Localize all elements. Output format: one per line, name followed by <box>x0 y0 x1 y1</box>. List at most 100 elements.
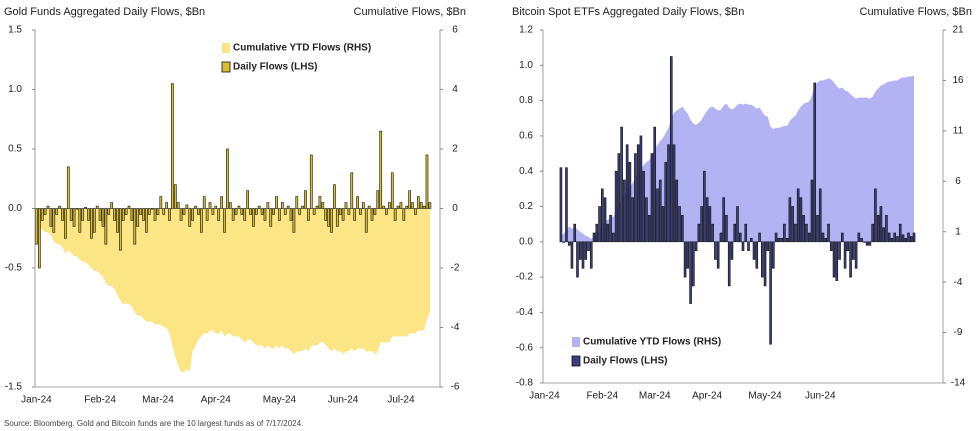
daily-bar <box>61 208 64 221</box>
daily-bar <box>214 205 218 209</box>
daily-bar <box>716 241 720 269</box>
daily-bar <box>741 241 745 251</box>
daily-bar <box>893 232 897 243</box>
daily-bar <box>301 205 304 209</box>
daily-bar <box>614 170 618 243</box>
daily-bar <box>52 208 56 233</box>
daily-bar <box>733 223 737 243</box>
y2-axis-title: Cumulative Flows, $Bn <box>354 6 467 18</box>
daily-bar <box>678 206 681 243</box>
daily-bar <box>139 208 142 215</box>
daily-bar <box>885 215 888 243</box>
daily-bar <box>153 208 157 221</box>
daily-bar <box>749 237 753 243</box>
daily-bar <box>697 223 701 243</box>
daily-bar <box>730 241 734 260</box>
y2-tick-label: 1 <box>955 226 961 237</box>
y-tick-label: 0.6 <box>519 131 533 142</box>
x-tick-label: Jan-24 <box>529 391 560 402</box>
daily-bar <box>901 234 905 243</box>
daily-bar <box>388 202 391 209</box>
daily-bar <box>142 208 145 221</box>
y2-tick-label: 0 <box>452 203 458 214</box>
daily-bar <box>783 223 786 243</box>
y2-tick-label: -14 <box>951 378 966 389</box>
daily-bar <box>874 188 877 243</box>
daily-bar <box>361 202 365 209</box>
daily-bar <box>738 232 742 243</box>
y2-tick-label: -2 <box>451 263 460 274</box>
daily-bar <box>211 208 215 215</box>
y-tick-label: -0.2 <box>516 272 534 283</box>
daily-bar <box>565 167 568 243</box>
daily-bar <box>703 170 706 243</box>
daily-bar <box>315 205 319 209</box>
source-note: Source: Bloomberg. Gold and Bitcoin fund… <box>4 419 303 428</box>
daily-bar <box>785 237 789 243</box>
x-tick-label: Mar-24 <box>142 395 174 406</box>
daily-bar <box>664 162 668 243</box>
daily-bar <box>171 83 174 209</box>
daily-bar <box>393 208 397 221</box>
daily-bar <box>35 208 38 245</box>
daily-bar <box>173 184 177 209</box>
daily-bar <box>656 188 659 243</box>
daily-bar <box>321 202 325 209</box>
daily-bar <box>794 223 797 243</box>
daily-bar <box>188 208 192 227</box>
daily-bar <box>661 206 665 243</box>
daily-bar <box>402 208 406 221</box>
daily-bar <box>573 223 577 243</box>
daily-bar <box>333 184 336 209</box>
daily-bar <box>162 208 166 215</box>
daily-bar <box>774 232 778 243</box>
daily-bar <box>217 208 221 221</box>
daily-bar <box>871 223 874 243</box>
y-tick-label: 0.8 <box>519 95 533 106</box>
daily-bar <box>249 208 252 215</box>
daily-bar <box>584 241 588 260</box>
daily-bar <box>802 215 805 243</box>
daily-bar <box>612 232 615 243</box>
cumulative-area <box>36 208 430 373</box>
chart-title: Bitcoin Spot ETFs Aggregated Daily Flows… <box>512 6 744 18</box>
daily-bar <box>645 197 648 243</box>
daily-bar <box>780 237 783 243</box>
daily-bar <box>581 241 585 269</box>
daily-bar <box>75 208 79 210</box>
daily-bar <box>373 208 377 215</box>
daily-bar <box>882 227 885 243</box>
daily-bar <box>841 232 844 243</box>
daily-bar <box>727 241 731 287</box>
daily-bar <box>419 202 423 209</box>
daily-bar <box>150 208 154 210</box>
daily-bar <box>623 179 626 243</box>
daily-bar <box>385 208 388 215</box>
daily-bar <box>752 241 756 260</box>
daily-bar <box>226 148 229 209</box>
daily-bar <box>606 223 610 243</box>
daily-bar <box>408 190 411 209</box>
daily-bar <box>113 208 116 221</box>
daily-bar <box>909 236 913 243</box>
y-tick-label: -1.5 <box>5 382 23 393</box>
daily-bar <box>228 202 232 209</box>
y-tick-label: 0.2 <box>519 201 533 212</box>
daily-bar <box>147 208 151 215</box>
daily-bar <box>769 241 772 345</box>
y2-tick-label: -4 <box>954 277 963 288</box>
daily-bar <box>382 205 385 209</box>
x-tick-label: Apr-24 <box>692 391 722 402</box>
daily-bar <box>289 208 293 221</box>
daily-bar <box>405 205 409 209</box>
daily-bar <box>194 205 197 209</box>
daily-bar <box>263 208 267 221</box>
daily-bar <box>620 126 623 243</box>
legend-label: Daily Flows (LHS) <box>233 62 317 73</box>
daily-bar <box>107 208 111 215</box>
daily-bar <box>81 208 85 221</box>
daily-bar <box>763 241 767 287</box>
daily-bar <box>821 232 825 243</box>
daily-bar <box>298 208 302 215</box>
daily-bar <box>165 202 168 209</box>
